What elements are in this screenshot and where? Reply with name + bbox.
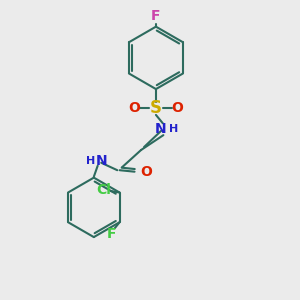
Text: F: F xyxy=(151,9,161,23)
Text: H: H xyxy=(169,124,178,134)
Text: F: F xyxy=(106,226,116,241)
Text: O: O xyxy=(140,165,152,179)
Text: O: O xyxy=(171,101,183,116)
Text: N: N xyxy=(155,122,166,136)
Text: O: O xyxy=(129,101,140,116)
Text: S: S xyxy=(150,99,162,117)
Text: N: N xyxy=(96,154,107,168)
Text: Cl: Cl xyxy=(97,182,112,197)
Text: H: H xyxy=(86,156,95,166)
